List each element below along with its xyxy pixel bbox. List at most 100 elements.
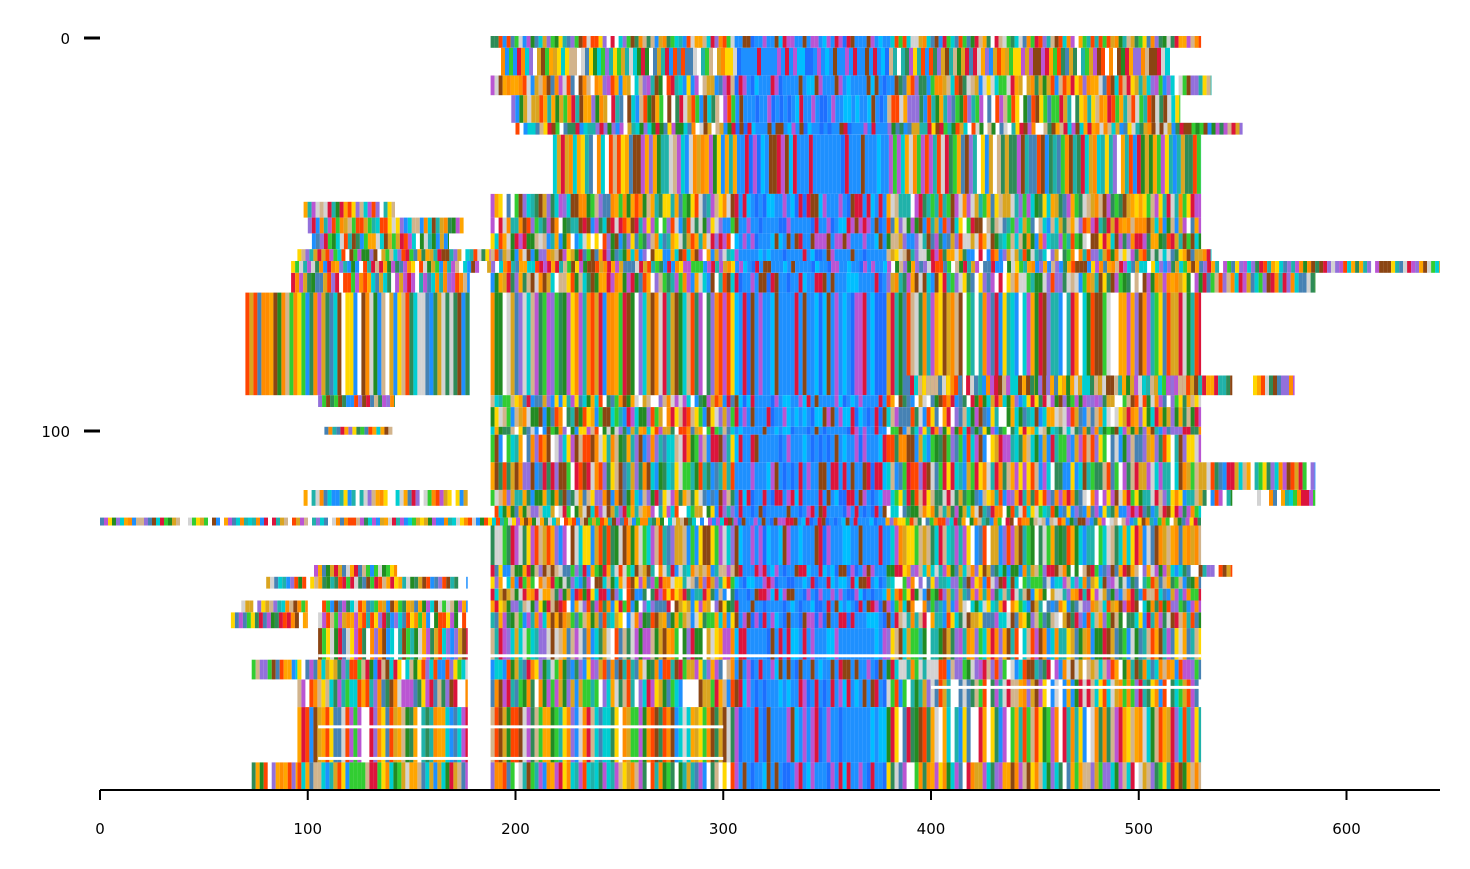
heatmap-cell: [758, 75, 763, 96]
heatmap-cell: [1125, 517, 1130, 526]
heatmap-cell: [738, 75, 743, 96]
heatmap-block-8-1: [490, 217, 1202, 234]
heatmap-cell: [676, 517, 680, 526]
heatmap-cell: [854, 193, 859, 218]
heatmap-cell: [950, 272, 955, 293]
heatmap-cell: [1098, 462, 1103, 490]
heatmap-cell: [866, 233, 871, 250]
heatmap-cell: [359, 201, 364, 218]
heatmap-cell: [763, 261, 768, 273]
heatmap-cell: [1074, 434, 1079, 463]
heatmap-cell: [514, 233, 519, 250]
heatmap-cell: [542, 249, 547, 261]
heatmap-cell: [854, 505, 859, 518]
heatmap-cell: [630, 426, 635, 435]
heatmap-cell: [311, 272, 316, 293]
heatmap-cell: [738, 462, 743, 490]
heatmap-cell: [823, 122, 828, 135]
heatmap-cell: [998, 462, 1003, 490]
heatmap-cell: [303, 201, 308, 218]
heatmap-cell: [366, 576, 371, 589]
heatmap-cell: [558, 249, 563, 261]
heatmap-cell: [734, 233, 739, 250]
heatmap-cell: [966, 407, 971, 427]
heatmap-cell: [762, 395, 767, 407]
heatmap-cell: [1198, 272, 1203, 293]
heatmap-cell: [982, 434, 987, 463]
heatmap-cell: [386, 565, 390, 577]
heatmap-cell: [993, 517, 998, 526]
heatmap-cell: [962, 462, 967, 490]
heatmap-cell: [858, 36, 863, 48]
heatmap-cell: [1110, 505, 1115, 518]
heatmap-cell: [1246, 272, 1251, 293]
heatmap-cell: [733, 517, 738, 526]
heatmap-cell: [569, 47, 573, 76]
heatmap-cell: [1182, 292, 1187, 396]
heatmap-cell: [910, 525, 915, 565]
heatmap-cell: [1190, 217, 1195, 234]
heatmap-cell: [618, 588, 623, 601]
heatmap-cell: [594, 426, 599, 435]
heatmap-cell: [1130, 462, 1135, 490]
heatmap-cell: [1141, 517, 1146, 526]
heatmap-cell: [990, 505, 995, 518]
heatmap-cell: [922, 375, 927, 396]
heatmap-cell: [670, 434, 675, 463]
heatmap-cell: [742, 426, 747, 435]
heatmap-cell: [674, 588, 679, 601]
heatmap-cell: [663, 122, 668, 135]
heatmap-cell: [894, 272, 899, 293]
heatmap-cell: [1102, 193, 1107, 218]
heatmap-cell: [1355, 261, 1360, 273]
heatmap-cell: [1170, 36, 1175, 48]
heatmap-cell: [1078, 525, 1083, 565]
heatmap-cell: [1138, 434, 1143, 463]
heatmap-cell: [878, 588, 883, 601]
heatmap-cell: [906, 588, 911, 601]
heatmap-cell: [1137, 47, 1141, 76]
heatmap-cell: [1026, 272, 1031, 293]
heatmap-cell: [870, 75, 875, 96]
heatmap-cell: [496, 517, 500, 526]
heatmap-cell: [506, 249, 511, 261]
heatmap-cell: [666, 505, 671, 518]
heatmap-cell: [574, 395, 579, 407]
heatmap-cell: [576, 517, 580, 526]
heatmap-cell: [562, 505, 567, 518]
heatmap-cell: [874, 217, 879, 234]
heatmap-cell: [639, 95, 644, 123]
heatmap-cell: [694, 490, 699, 506]
heatmap-cell: [522, 505, 527, 518]
heatmap-cell: [692, 517, 696, 526]
heatmap-cell: [442, 576, 447, 589]
heatmap-cell: [959, 95, 964, 123]
heatmap-cell: [1010, 565, 1015, 577]
heatmap-cell: [918, 462, 923, 490]
heatmap-cell: [297, 292, 302, 396]
heatmap-cell: [420, 517, 424, 526]
heatmap-cell: [842, 434, 847, 463]
heatmap-cell: [331, 217, 336, 234]
heatmap-cell: [662, 462, 667, 490]
heatmap-cell: [970, 576, 975, 589]
heatmap-cell: [1383, 261, 1388, 273]
heatmap-cell: [1038, 588, 1043, 601]
heatmap-cell: [1439, 261, 1440, 273]
heatmap-cell: [511, 95, 516, 123]
heatmap-cell: [576, 134, 581, 194]
heatmap-cell: [480, 517, 484, 526]
heatmap-cell: [1130, 505, 1135, 518]
heatmap-cell: [1082, 576, 1087, 589]
heatmap-cell: [539, 122, 544, 135]
heatmap-cell: [742, 217, 747, 234]
heatmap-cell: [1118, 490, 1123, 506]
heatmap-cell: [562, 525, 567, 565]
heatmap-cell: [570, 407, 575, 427]
heatmap-cell: [770, 193, 775, 218]
heatmap-cell: [1038, 395, 1043, 407]
heatmap-cell: [754, 505, 759, 518]
heatmap-cell: [757, 47, 761, 76]
heatmap-cell: [1065, 47, 1069, 76]
heatmap-cell: [942, 375, 947, 396]
